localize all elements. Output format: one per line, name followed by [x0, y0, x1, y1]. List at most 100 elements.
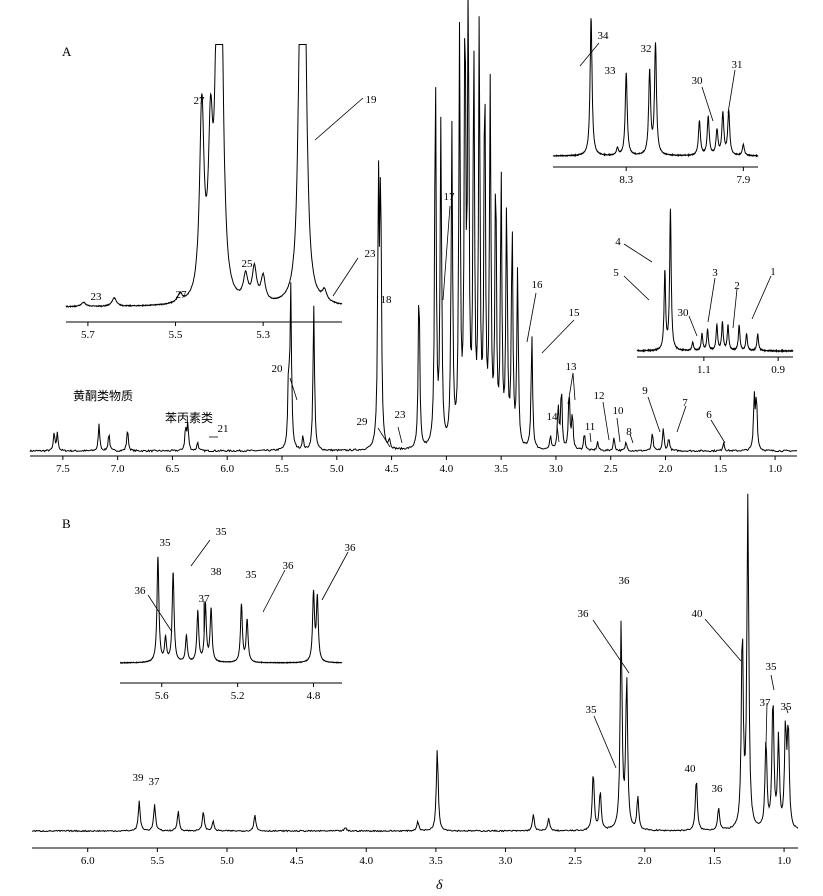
panel-b-x-tick-label: 2.0: [638, 855, 652, 867]
peak-label: 19: [366, 94, 378, 106]
panel-a-x-tick-label: 5.0: [330, 463, 344, 475]
peak-label: 27: [194, 95, 206, 107]
peak-label: 21: [218, 423, 229, 435]
callout-line: [397, 426, 403, 444]
peak-label: 13: [566, 361, 578, 373]
callout-line: [688, 315, 698, 337]
callout-line: [785, 706, 789, 714]
peak-label: 14: [547, 411, 559, 423]
callout-line: [676, 405, 687, 433]
peak-label: 36: [283, 560, 295, 572]
panel-a-label: A: [62, 44, 72, 59]
panel-b-annotations: 35 35 36 38 37 35 36 36 39 37 36 36 35 40 40 36 35 37 35: [133, 526, 793, 795]
peak-label: 1: [770, 266, 776, 278]
panel-b-x-tick-label: 3.5: [429, 855, 443, 867]
callout-line: [147, 594, 173, 633]
inset-aromatic-trace: [552, 18, 759, 158]
callout-line: [629, 433, 634, 444]
panel-a-annotations: 18202129231716151313121411108976黄酮类物质苯丙素…: [73, 30, 776, 448]
panel-a-x-tick-label: 1.0: [768, 463, 782, 475]
callout-line: [541, 319, 575, 354]
peak-label: 7: [682, 397, 688, 409]
panel-b-inset: 5.6 5.2 4.8: [119, 556, 343, 702]
panel-b-inset-x-tick-label: 5.6: [155, 690, 169, 702]
callout-line: [616, 417, 621, 443]
peak-label: 8: [626, 426, 632, 438]
callout-line: [770, 674, 775, 691]
panel-b-inset-x-tick-label: 4.8: [307, 690, 321, 702]
panel-b-inset-trace: [119, 556, 343, 665]
peak-label: 6: [706, 409, 712, 421]
callout-line: [727, 69, 736, 114]
panel-a-x-tick-label: 4.5: [385, 463, 399, 475]
peak-label: 12: [594, 390, 605, 402]
panel-b-x-tick-label: 3.0: [499, 855, 513, 867]
panel-b-x-tick-label: 1.0: [777, 855, 791, 867]
panel-b-label: B: [62, 516, 71, 531]
peak-label: 34: [598, 30, 610, 42]
peak-label: 5: [613, 267, 619, 279]
peak-label: 23: [365, 248, 377, 260]
peak-label: 30: [678, 307, 690, 319]
panel-a-inset-methyl: 1.1 0.9: [636, 208, 794, 376]
callout-line: [190, 539, 211, 567]
peak-label: 25: [242, 258, 254, 270]
peak-label: 33: [605, 65, 617, 77]
panel-a-inset-aromatic: 8.3 7.9: [552, 18, 759, 186]
inset-methyl-trace: [636, 208, 794, 354]
callout-line: [289, 377, 298, 401]
peak-label: 35: [781, 701, 793, 713]
callout-line: [765, 702, 768, 746]
inset-olefinic-x-tick-label: 5.3: [256, 329, 270, 341]
callout-line: [526, 292, 537, 343]
peak-label: 15: [569, 307, 581, 319]
panel-b-trace: [31, 493, 799, 833]
callout-line: [314, 97, 364, 141]
peak-label: 16: [532, 279, 544, 291]
peak-label: 17: [444, 191, 456, 203]
peak-label: 40: [685, 763, 697, 775]
peak-label: 35: [586, 704, 598, 716]
panel-b-x-tick-label: 2.5: [568, 855, 582, 867]
peak-label: 40: [692, 608, 704, 620]
peak-label: 31: [732, 59, 743, 71]
peak-label: 37: [199, 593, 211, 605]
peak-label: 35: [766, 661, 778, 673]
peak-label: 3: [712, 267, 718, 279]
peak-label: 9: [642, 385, 648, 397]
panel-a-x-tick-label: 5.5: [275, 463, 289, 475]
panel-b-inset-x-tick-label: 5.2: [231, 690, 245, 702]
panel-a-x-tick-label: 1.5: [713, 463, 727, 475]
callout-line: [572, 372, 576, 401]
panel-a-x-tick-label: 3.0: [549, 463, 563, 475]
panel-a-x-tick-label: 6.5: [166, 463, 180, 475]
callout-line: [732, 288, 738, 329]
panel-b-x-tick-label: 5.0: [220, 855, 234, 867]
peak-label: 18: [381, 294, 393, 306]
peak-label: 29: [357, 416, 369, 428]
panel-a-inset-olefinic: 5.7 5.5 5.3: [65, 44, 343, 341]
panel-b-x-tick-label: 5.5: [150, 855, 164, 867]
inset-aromatic-x-tick-label: 8.3: [619, 174, 633, 186]
peak-label: 11: [585, 421, 596, 433]
inset-methyl-x-tick-label: 1.1: [697, 364, 711, 376]
panel-a-x-tick-label: 6.0: [220, 463, 234, 475]
panel-a-x-tick-label: 4.0: [439, 463, 453, 475]
callout-line: [710, 419, 726, 444]
peak-label: 35: [216, 526, 228, 538]
peak-label: 10: [613, 405, 625, 417]
panel-a-x-tick-label: 2.0: [659, 463, 673, 475]
x-axis-label: δ: [436, 878, 443, 893]
panel-a-x-tick-label: 7.5: [56, 463, 70, 475]
panel-b-x-tick-label: 6.0: [81, 855, 95, 867]
callout-line: [592, 619, 630, 674]
panel-a-trace: [29, 0, 798, 453]
phenylpropanoid-region-label: 苯丙素类: [165, 411, 213, 425]
panel-a-x-tick-label: 3.5: [494, 463, 508, 475]
peak-label: 36: [712, 783, 724, 795]
peak-label: 36: [578, 608, 590, 620]
callout-line: [579, 42, 600, 67]
panel-a-spectrum: 7.5 7.0 6.5 6.0 5.5 5.0 4.5 4.0 3.5 3.0 2.5 2.0 1.5 1…: [29, 0, 798, 475]
peak-label: 23: [395, 409, 407, 421]
